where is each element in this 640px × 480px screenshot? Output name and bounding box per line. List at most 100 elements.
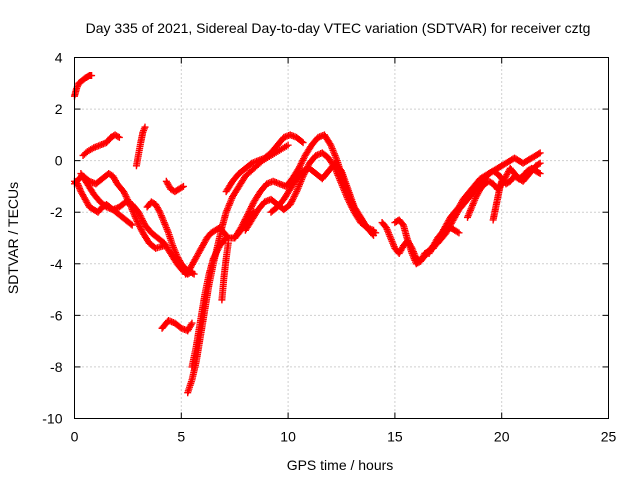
data-point — [178, 183, 186, 191]
data-point — [295, 164, 303, 172]
data-point — [246, 206, 254, 214]
series-track-21 — [464, 164, 544, 221]
data-point — [284, 141, 292, 149]
data-point — [248, 201, 256, 209]
data-point — [536, 149, 544, 157]
series-track-17 — [267, 159, 378, 239]
data-point — [137, 213, 145, 221]
data-point — [247, 204, 255, 212]
data-point — [155, 207, 163, 215]
y-tick-label: 2 — [55, 101, 63, 117]
data-point — [114, 133, 122, 141]
data-point — [286, 200, 294, 208]
data-point — [289, 194, 297, 202]
data-point — [209, 255, 217, 263]
data-point — [214, 245, 222, 253]
axis-ticks — [74, 57, 609, 419]
data-point — [190, 270, 198, 278]
data-point — [241, 216, 249, 224]
series-track-8 — [162, 177, 187, 196]
data-point — [244, 211, 252, 219]
x-axis-label: GPS time / hours — [287, 457, 394, 473]
data-point — [455, 229, 463, 237]
x-tick-label: 25 — [601, 429, 617, 445]
data-point — [211, 251, 219, 259]
data-point — [287, 199, 295, 207]
data-point — [136, 224, 144, 232]
data-point — [128, 221, 136, 229]
x-tick-label: 15 — [387, 429, 403, 445]
series-track-2 — [79, 131, 123, 159]
series-track-14 — [222, 131, 307, 196]
data-point — [135, 208, 143, 216]
data-point — [136, 222, 144, 230]
data-point — [121, 191, 129, 199]
data-point — [245, 208, 253, 216]
data-point — [298, 158, 306, 166]
data-point — [132, 216, 140, 224]
y-axis-label: SDTVAR / TECUs — [5, 182, 21, 294]
data-point — [296, 161, 304, 169]
data-point — [120, 188, 128, 196]
data-point — [138, 215, 146, 223]
data-point — [368, 230, 376, 238]
data-point — [535, 150, 543, 158]
data-point — [134, 219, 142, 227]
data-point — [454, 228, 462, 236]
y-tick-label: -4 — [50, 256, 63, 272]
data-point — [187, 321, 195, 329]
series-track-13 — [218, 239, 232, 304]
chart-title: Day 335 of 2021, Sidereal Day-to-day VTE… — [86, 20, 591, 36]
data-point — [213, 247, 221, 255]
data-point — [120, 189, 128, 197]
data-point — [141, 123, 149, 131]
data-marks — [71, 72, 544, 397]
data-point — [242, 214, 250, 222]
data-point — [237, 224, 245, 232]
data-point — [288, 197, 296, 205]
y-tick-label: 0 — [55, 153, 63, 169]
data-point — [240, 217, 248, 225]
data-point — [240, 219, 248, 227]
x-tick-label: 20 — [494, 429, 510, 445]
data-point — [136, 211, 144, 219]
data-point — [88, 72, 96, 80]
data-point — [535, 169, 543, 177]
data-point — [243, 212, 251, 220]
data-point — [238, 222, 246, 230]
data-point — [115, 133, 123, 141]
series-track-7 — [143, 198, 198, 278]
data-point — [139, 216, 147, 224]
y-tick-label: -6 — [50, 307, 63, 323]
data-point — [292, 189, 300, 197]
x-tick-label: 10 — [280, 429, 296, 445]
data-point — [298, 138, 306, 146]
x-tick-label: 5 — [177, 429, 185, 445]
data-point — [370, 231, 378, 239]
data-point — [291, 191, 299, 199]
data-point — [135, 221, 143, 229]
plot-frame — [74, 57, 609, 419]
x-tick-label: 0 — [71, 429, 79, 445]
data-point — [498, 177, 506, 185]
data-point — [536, 159, 544, 167]
data-point — [296, 163, 304, 171]
data-point — [224, 239, 232, 247]
data-point — [289, 196, 297, 204]
data-point — [222, 234, 230, 242]
data-point — [290, 192, 298, 200]
data-point — [137, 226, 145, 234]
data-point — [133, 218, 141, 226]
data-point — [127, 220, 135, 228]
series-track-12 — [188, 234, 230, 371]
data-point — [535, 160, 543, 168]
data-point — [244, 209, 252, 217]
data-point — [212, 250, 220, 258]
data-point — [210, 253, 218, 261]
series-track-6 — [132, 123, 149, 170]
series-track-5 — [77, 170, 196, 278]
data-point — [299, 156, 307, 164]
data-point — [188, 319, 196, 327]
